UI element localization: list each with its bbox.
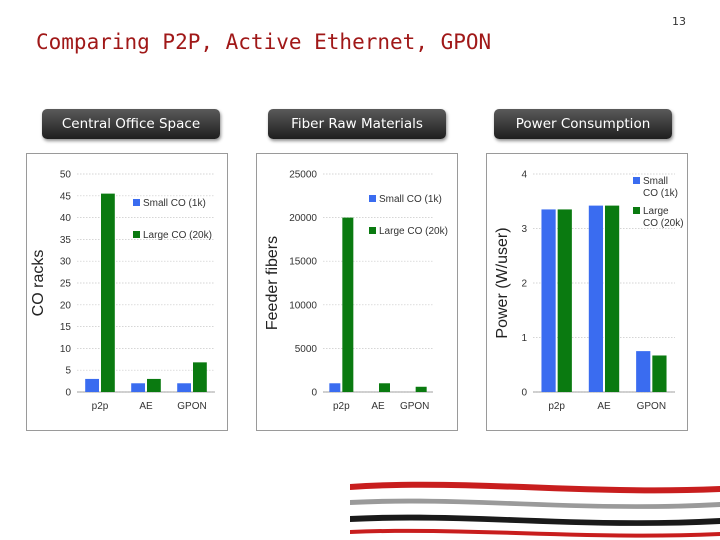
y-tick-label: 30: [60, 257, 72, 268]
y-tick-label: 10000: [289, 300, 317, 311]
y-axis-label: CO racks: [30, 250, 47, 317]
y-axis-label: Feeder fibers: [264, 236, 281, 330]
bar-ae-series-2: [379, 383, 390, 392]
x-tick-label: p2p: [548, 401, 565, 412]
y-tick-label: 2: [521, 279, 527, 290]
legend-swatch: [133, 231, 140, 238]
y-tick-label: 45: [60, 191, 72, 202]
legend-label: Small: [643, 176, 668, 187]
legend-label: Large CO (20k): [143, 230, 212, 241]
x-tick-label: AE: [597, 401, 611, 412]
legend-label: CO (20k): [643, 218, 684, 229]
bar-gpon-series-1: [177, 383, 191, 392]
legend-swatch: [369, 227, 376, 234]
panel-heading-power: Power Consumption: [494, 109, 672, 139]
x-tick-label: GPON: [177, 401, 206, 412]
y-tick-label: 3: [521, 224, 527, 235]
y-tick-label: 40: [60, 213, 72, 224]
panel-heading-raw-materials: Fiber Raw Materials: [268, 109, 446, 139]
bar-p2p-series-2: [557, 209, 572, 392]
x-tick-label: p2p: [333, 401, 350, 412]
y-tick-label: 5: [65, 366, 71, 377]
y-tick-label: 15000: [289, 257, 317, 268]
chart-co-racks: 0 5 10 15 20 25 30 35 40 45 50 CO racks p2p AE GPON Sma…: [30, 170, 215, 412]
x-tick-label: AE: [371, 401, 385, 412]
y-tick-label: 25000: [289, 170, 317, 181]
legend-label: Large: [643, 206, 669, 217]
y-tick-label: 1: [521, 333, 527, 344]
y-tick-label: 0: [311, 388, 317, 399]
decorative-ribbons: [350, 481, 720, 538]
legend-swatch: [633, 207, 640, 214]
bar-p2p-series-2: [101, 193, 115, 392]
bar-gpon-series-1: [636, 351, 651, 392]
slide-title: Comparing P2P, Active Ethernet, GPON: [36, 30, 492, 54]
bar-gpon-series-2: [193, 362, 207, 392]
legend-label: CO (1k): [643, 188, 678, 199]
y-tick-label: 0: [65, 388, 71, 399]
ribbon-gray: [350, 498, 720, 509]
y-tick-label: 10: [60, 344, 72, 355]
y-tick-label: 35: [60, 235, 72, 246]
ribbon-red: [350, 481, 720, 494]
ribbon-black: [350, 514, 720, 526]
bar-p2p-series-1: [541, 209, 556, 392]
panel-heading-office-space: Central Office Space: [42, 109, 220, 139]
chart-panel-power: 0 1 2 3 4 Power (W/user) p2p AE GPON Small CO (1k)…: [486, 153, 688, 431]
x-tick-label: AE: [139, 401, 153, 412]
chart-panel-feeder-fibers: 0 5000 10000 15000 20000 25000 Feeder fibers p2…: [256, 153, 458, 431]
bar-p2p-series-1: [85, 378, 99, 392]
chart-feeder-fibers: 0 5000 10000 15000 20000 25000 Feeder fibers p2…: [264, 170, 448, 413]
y-tick-label: 50: [60, 170, 72, 181]
bar-gpon-series-2: [415, 386, 427, 392]
x-tick-label: GPON: [400, 401, 429, 412]
slide-number: 13: [672, 15, 686, 28]
legend-label: Small CO (1k): [143, 198, 206, 209]
bar-ae-series-1: [588, 205, 603, 392]
legend-swatch: [369, 195, 376, 202]
bar-gpon-series-2: [652, 355, 667, 392]
legend-label: Small CO (1k): [379, 194, 442, 205]
y-tick-label: 0: [521, 388, 527, 399]
bar-ae-series-2: [605, 205, 620, 392]
legend-swatch: [633, 177, 640, 184]
chart-panel-co-racks: 0 5 10 15 20 25 30 35 40 45 50 CO racks p2p AE GPON Sma…: [26, 153, 228, 431]
bar-p2p-series-2: [342, 217, 354, 392]
bar-ae-series-1: [131, 383, 145, 392]
y-tick-label: 15: [60, 322, 72, 333]
ribbon-red-lower: [350, 528, 720, 538]
legend-label: Large CO (20k): [379, 226, 448, 237]
y-tick-label: 25: [60, 279, 72, 290]
bar-p2p-series-1: [329, 383, 341, 392]
x-tick-label: p2p: [92, 401, 109, 412]
y-tick-label: 20: [60, 300, 72, 311]
y-tick-label: 20000: [289, 213, 317, 224]
x-tick-label: GPON: [637, 401, 666, 412]
y-axis-label: Power (W/user): [494, 227, 511, 338]
y-tick-label: 5000: [295, 344, 318, 355]
y-tick-label: 4: [521, 170, 527, 181]
bar-ae-series-2: [147, 378, 161, 392]
legend-swatch: [133, 199, 140, 206]
